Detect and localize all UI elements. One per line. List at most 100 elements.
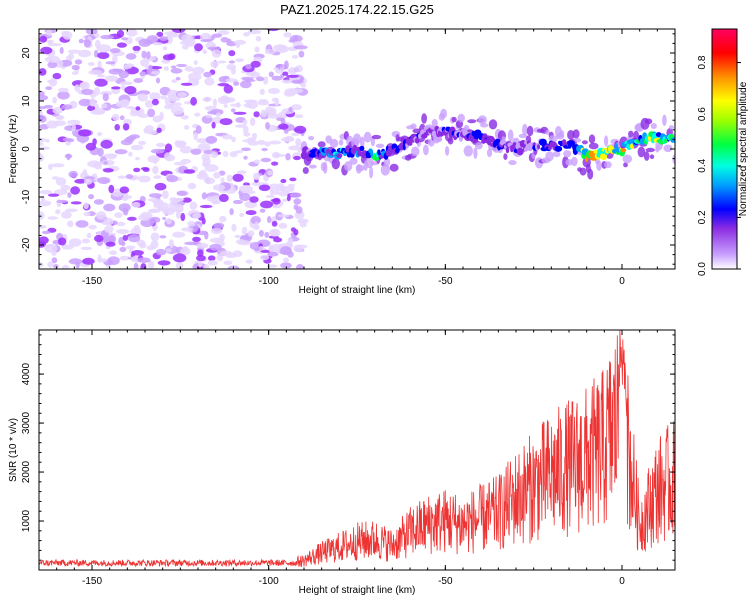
colorbar-label: Normalized spectral amplitude <box>738 81 749 216</box>
noise-blob <box>156 31 164 37</box>
signal-halo <box>596 160 602 171</box>
noise-blob <box>66 220 74 228</box>
noise-blob <box>39 142 44 146</box>
noise-blob <box>293 204 299 210</box>
noise-blob <box>276 45 289 53</box>
noise-blob <box>88 69 103 75</box>
noise-blob <box>83 212 91 217</box>
noise-blob <box>93 199 104 205</box>
noise-blob <box>213 172 221 179</box>
signal-halo <box>431 119 438 128</box>
noise-blob <box>293 155 301 161</box>
signal-halo <box>331 158 340 170</box>
noise-blob <box>250 216 261 225</box>
noise-blob <box>271 229 279 237</box>
noise-blob <box>267 216 272 224</box>
noise-blob <box>47 216 58 220</box>
noise-blob <box>192 212 201 219</box>
signal-core <box>407 141 413 146</box>
noise-blob <box>155 248 167 256</box>
signal-halo <box>548 135 558 143</box>
signal-halo <box>383 157 391 167</box>
noise-blob <box>253 111 260 118</box>
noise-blob <box>267 113 280 119</box>
colorbar-ticks: 0.0 0.2 0.4 0.6 0.8 <box>697 55 741 276</box>
noise-blob <box>259 254 270 261</box>
noise-blob <box>234 124 247 128</box>
noise-blob <box>249 117 256 126</box>
noise-blob <box>265 122 270 130</box>
noise-blob <box>219 250 233 256</box>
noise-blob <box>109 48 121 54</box>
noise-blob <box>288 67 298 75</box>
noise-blob <box>230 67 236 75</box>
x-tick-label: 0 <box>619 576 625 587</box>
noise-blob <box>197 260 203 268</box>
noise-blob <box>165 248 172 253</box>
noise-blob <box>169 197 177 203</box>
noise-blob <box>132 45 141 52</box>
noise-blob <box>201 217 206 225</box>
noise-blob <box>78 38 84 44</box>
noise-blob <box>176 63 188 68</box>
noise-blob <box>212 184 226 191</box>
signal-halo <box>329 138 339 148</box>
noise-blob <box>190 148 202 155</box>
noise-blob <box>112 113 120 121</box>
noise-blob <box>234 39 246 45</box>
spectrogram-signal-track <box>300 108 675 180</box>
signal-halo <box>637 146 646 158</box>
noise-blob <box>101 103 108 109</box>
noise-blob <box>192 236 201 242</box>
noise-blob <box>243 125 249 135</box>
noise-blob <box>267 170 273 176</box>
y-tick-label: 3000 <box>21 412 32 435</box>
noise-blob <box>119 81 133 86</box>
signal-halo <box>457 113 465 123</box>
noise-blob <box>285 135 294 142</box>
y-tick-label: 10 <box>21 95 32 107</box>
noise-blob <box>74 59 83 65</box>
noise-blob <box>85 142 97 151</box>
noise-blob <box>119 186 130 194</box>
noise-blob <box>272 153 286 157</box>
noise-blob <box>170 102 183 106</box>
noise-blob <box>59 47 64 54</box>
noise-blob <box>241 147 251 152</box>
spectrogram-y-ticks: -20 -10 0 10 20 <box>21 33 675 265</box>
noise-blob <box>139 71 147 76</box>
noise-blob <box>271 75 283 81</box>
noise-blob <box>243 103 253 108</box>
noise-blob <box>60 184 71 191</box>
noise-blob <box>144 100 154 108</box>
noise-blob <box>278 123 289 130</box>
noise-blob <box>133 50 140 54</box>
noise-blob <box>209 243 222 251</box>
signal-halo <box>447 137 454 145</box>
signal-halo <box>473 147 478 159</box>
noise-blob <box>47 61 58 69</box>
noise-blob <box>46 29 52 36</box>
noise-blob <box>53 264 59 269</box>
signal-halo <box>552 151 561 158</box>
noise-blob <box>200 39 213 43</box>
noise-blob <box>67 49 81 54</box>
figure-title: PAZ1.2025.174.22.15.G25 <box>280 2 434 17</box>
x-tick-label: 0 <box>619 276 625 287</box>
noise-blob <box>119 115 125 121</box>
noise-blob <box>272 197 281 205</box>
signal-halo <box>588 142 599 150</box>
noise-blob <box>231 136 237 143</box>
noise-blob <box>239 193 251 201</box>
colorbar-tick-label: 0.8 <box>697 55 708 69</box>
noise-blob <box>289 192 302 198</box>
noise-blob <box>177 177 183 181</box>
noise-blob <box>244 99 258 104</box>
noise-blob <box>39 91 45 96</box>
noise-blob <box>159 111 164 121</box>
noise-blob <box>150 148 165 154</box>
noise-blob <box>232 250 243 257</box>
noise-blob <box>55 177 67 186</box>
noise-blob <box>50 163 65 168</box>
noise-blob <box>74 84 81 92</box>
